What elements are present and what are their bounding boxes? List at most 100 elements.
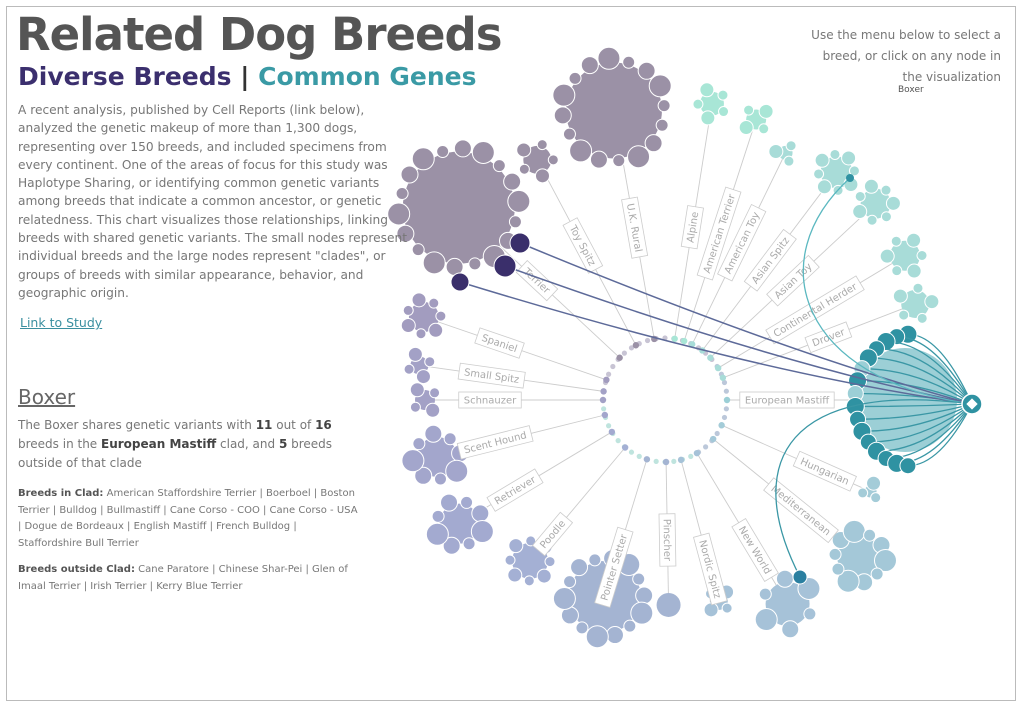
breed-node[interactable] <box>841 150 857 166</box>
breed-node[interactable] <box>411 243 425 257</box>
breed-node[interactable] <box>803 607 817 621</box>
ring-node[interactable] <box>644 337 651 344</box>
breed-node[interactable] <box>471 504 490 523</box>
breed-node[interactable] <box>700 110 716 126</box>
ring-node[interactable] <box>606 423 612 429</box>
breed-node[interactable] <box>605 626 624 645</box>
breed-node[interactable] <box>648 74 672 98</box>
breed-node[interactable] <box>623 619 637 633</box>
breed-node[interactable] <box>562 127 576 141</box>
breed-node[interactable] <box>775 569 794 588</box>
breed-node[interactable] <box>442 536 461 555</box>
clade-cluster[interactable] <box>439 503 480 544</box>
breed-node[interactable] <box>873 549 897 573</box>
breed-node[interactable] <box>460 495 474 509</box>
ring-node[interactable] <box>718 422 725 429</box>
breed-node[interactable] <box>792 569 808 585</box>
breed-node[interactable] <box>655 118 669 132</box>
breed-node[interactable] <box>758 123 770 135</box>
breed-node[interactable] <box>563 575 577 589</box>
breed-node[interactable] <box>411 292 427 308</box>
breed-menu[interactable]: Boxer <box>898 85 924 95</box>
breed-node[interactable] <box>536 139 548 151</box>
breed-node[interactable] <box>622 55 636 69</box>
breed-node[interactable] <box>443 432 457 446</box>
breed-node[interactable] <box>471 140 495 164</box>
breed-node[interactable] <box>401 449 425 473</box>
ring-node[interactable] <box>677 456 685 464</box>
breed-node[interactable] <box>445 459 469 483</box>
ring-node[interactable] <box>601 406 607 412</box>
clade-cluster[interactable] <box>901 289 930 318</box>
breed-node[interactable] <box>570 558 589 577</box>
breed-node[interactable] <box>553 106 572 125</box>
ring-node[interactable] <box>603 376 610 384</box>
ring-node[interactable] <box>721 414 728 421</box>
breed-node[interactable] <box>657 99 671 113</box>
ring-node[interactable] <box>723 396 731 404</box>
breed-node[interactable] <box>503 172 522 191</box>
breed-node[interactable] <box>758 103 774 119</box>
ring-node[interactable] <box>621 350 627 356</box>
breed-node[interactable] <box>783 155 795 167</box>
breed-node[interactable] <box>718 106 730 118</box>
breed-node[interactable] <box>612 154 626 168</box>
breed-node[interactable] <box>738 119 754 135</box>
breed-node[interactable] <box>758 587 772 601</box>
breed-node[interactable] <box>547 154 559 166</box>
breed-node[interactable] <box>508 538 524 554</box>
ring-node[interactable] <box>709 435 717 443</box>
ring-node[interactable] <box>621 444 629 451</box>
breed-node[interactable] <box>580 56 599 75</box>
breed-node[interactable] <box>879 248 895 264</box>
breed-node[interactable] <box>699 82 715 98</box>
breed-node[interactable] <box>414 466 433 485</box>
ring-node[interactable] <box>671 335 678 342</box>
breed-node[interactable] <box>866 214 878 226</box>
breed-node[interactable] <box>429 387 441 399</box>
breed-node[interactable] <box>848 165 860 177</box>
ring-node[interactable] <box>719 374 727 381</box>
ring-node[interactable] <box>599 396 607 404</box>
breed-node[interactable] <box>435 310 447 322</box>
breed-node[interactable] <box>870 567 884 581</box>
breed-node[interactable] <box>912 282 924 294</box>
ring-node[interactable] <box>662 458 670 466</box>
ring-node[interactable] <box>714 364 722 372</box>
breed-node[interactable] <box>644 134 663 153</box>
breed-node[interactable] <box>842 519 866 543</box>
ring-node[interactable] <box>608 428 616 436</box>
study-link[interactable]: Link to Study <box>20 315 103 330</box>
breed-node[interactable] <box>866 475 882 491</box>
breed-node[interactable] <box>425 522 449 546</box>
breed-node[interactable] <box>852 204 868 220</box>
breed-node[interactable] <box>637 61 656 80</box>
breed-node[interactable] <box>916 249 928 261</box>
ring-node[interactable] <box>601 411 609 419</box>
clade-cluster[interactable] <box>820 156 853 189</box>
breed-node[interactable] <box>507 567 523 583</box>
breed-node[interactable] <box>898 309 910 321</box>
breed-node[interactable] <box>516 142 532 158</box>
breed-node[interactable] <box>544 556 556 568</box>
clade-cluster[interactable] <box>699 91 724 116</box>
clade-cluster[interactable] <box>402 151 515 264</box>
breed-node[interactable] <box>829 148 841 160</box>
breed-node[interactable] <box>450 272 470 292</box>
ring-node[interactable] <box>653 458 659 464</box>
ring-node[interactable] <box>714 430 720 437</box>
ring-node[interactable] <box>723 406 729 412</box>
breed-node[interactable] <box>899 457 917 475</box>
breed-node[interactable] <box>509 232 531 254</box>
breed-node[interactable] <box>534 168 550 184</box>
clade-cluster[interactable] <box>837 535 882 580</box>
breed-node[interactable] <box>415 369 431 385</box>
breed-node[interactable] <box>703 602 719 618</box>
ring-node[interactable] <box>628 449 635 455</box>
breed-node[interactable] <box>627 145 651 169</box>
ring-node[interactable] <box>643 456 651 463</box>
breed-node[interactable] <box>717 89 729 101</box>
breed-node[interactable] <box>743 104 755 116</box>
breed-node[interactable] <box>518 163 530 175</box>
ring-node[interactable] <box>636 453 642 459</box>
